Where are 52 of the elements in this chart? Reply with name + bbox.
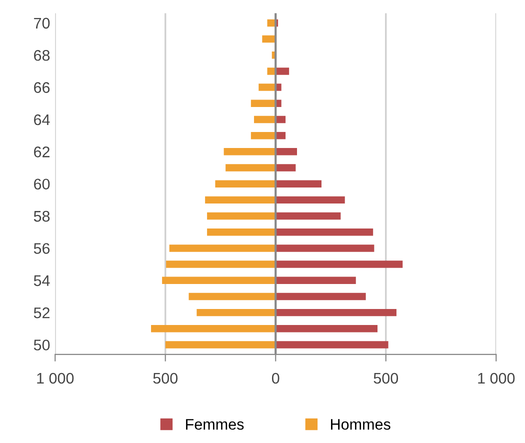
bar — [262, 35, 276, 43]
y-tick-label: 52 — [34, 307, 50, 318]
bar — [196, 308, 276, 316]
bar — [276, 84, 282, 91]
bar — [250, 100, 276, 108]
bar — [169, 244, 276, 252]
bar — [224, 148, 276, 156]
legend-label: Femmes — [186, 419, 244, 430]
bar — [165, 341, 276, 348]
bar — [276, 308, 396, 316]
bar — [276, 180, 322, 188]
bar — [276, 228, 374, 236]
y-tick-label: 54 — [34, 275, 50, 286]
y-tick-label: 66 — [34, 82, 50, 93]
bar — [276, 244, 374, 252]
bar — [267, 68, 276, 75]
y-tick-label: 56 — [34, 243, 50, 254]
legend-label: Hommes — [331, 419, 390, 430]
bar — [188, 292, 276, 300]
x-tick-label: 500 — [153, 372, 178, 384]
x-tick-label: 500 — [374, 372, 398, 384]
bar — [276, 276, 356, 284]
bar — [207, 228, 276, 236]
bar — [250, 132, 276, 140]
bar — [276, 148, 298, 156]
bar — [205, 196, 276, 204]
bar — [276, 341, 388, 348]
x-tick-label: 1 000 — [37, 372, 74, 384]
bar — [276, 325, 378, 332]
bar — [276, 212, 341, 220]
x-tick-label: 1 000 — [478, 372, 515, 384]
bar — [276, 164, 296, 172]
bar — [276, 292, 366, 300]
bar — [258, 84, 276, 91]
bar — [162, 276, 276, 284]
bar — [276, 260, 403, 268]
x-tick-label: 0 — [272, 372, 280, 384]
bar — [166, 260, 276, 268]
bar — [151, 325, 276, 332]
y-tick-label: 60 — [34, 178, 50, 190]
bar — [254, 116, 276, 124]
bar — [207, 212, 276, 220]
y-tick-label: 62 — [34, 146, 50, 158]
bar — [215, 180, 276, 188]
y-tick-label: 50 — [34, 340, 50, 350]
bar — [276, 196, 345, 204]
bar — [226, 164, 276, 172]
y-tick-label: 70 — [34, 18, 50, 29]
y-tick-label: 64 — [34, 114, 50, 126]
bar — [276, 68, 290, 75]
y-tick-label: 58 — [34, 210, 50, 222]
y-tick-label: 68 — [34, 50, 50, 61]
